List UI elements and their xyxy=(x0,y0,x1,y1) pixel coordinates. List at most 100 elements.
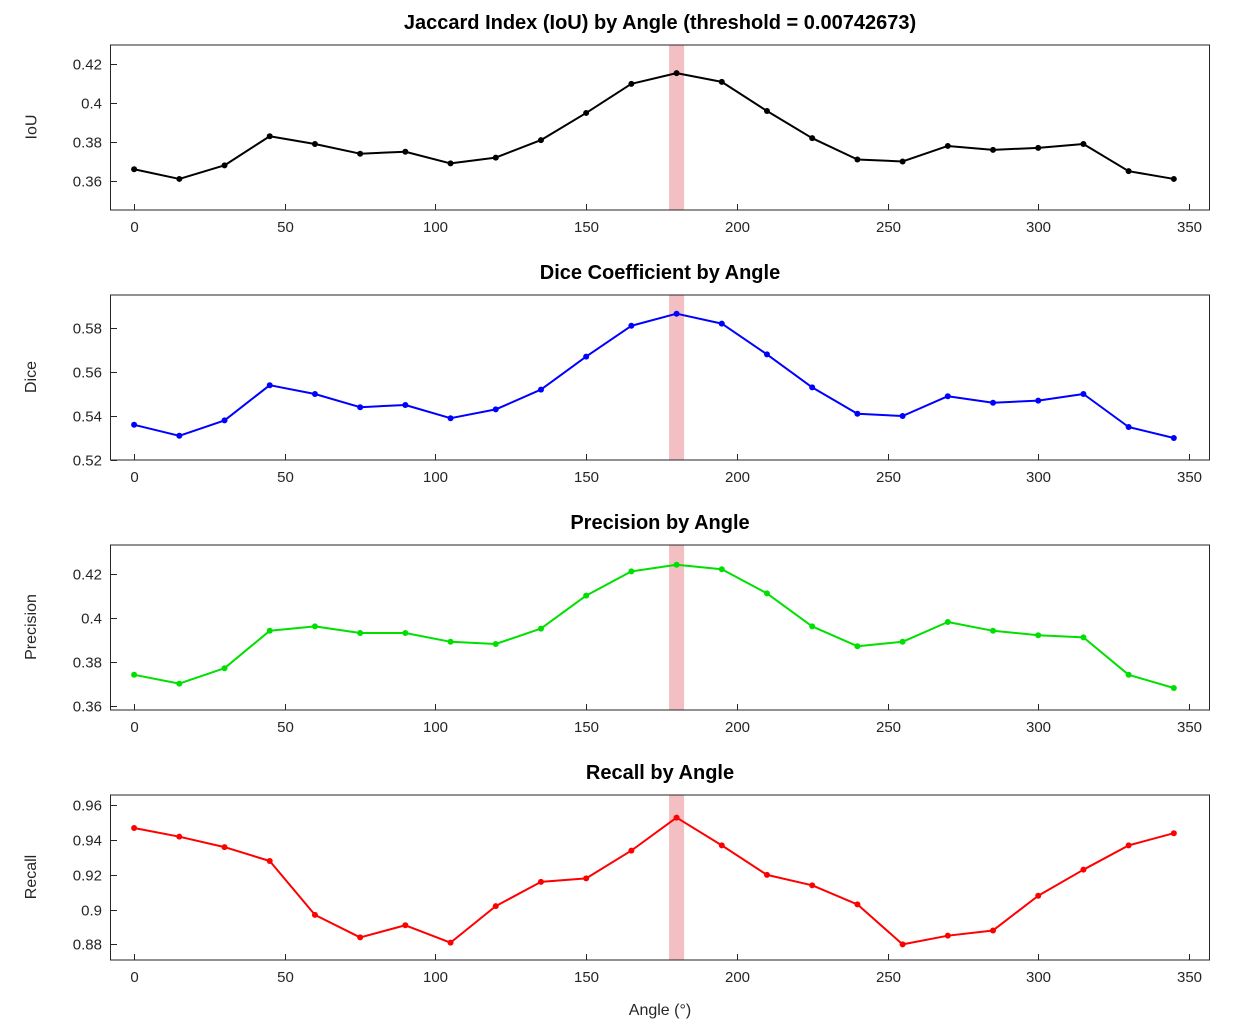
data-point xyxy=(763,590,770,597)
data-point xyxy=(357,630,364,636)
data-point xyxy=(402,922,409,929)
data-point xyxy=(763,871,770,878)
data-point xyxy=(357,404,364,411)
data-point xyxy=(447,939,454,946)
y-tick-label: 0.52 xyxy=(73,453,102,470)
data-point xyxy=(990,399,997,406)
data-point xyxy=(1125,842,1132,849)
data-point xyxy=(583,592,590,599)
data-point xyxy=(944,393,951,400)
data-point xyxy=(854,901,861,908)
y-tick-label: 0.42 xyxy=(73,57,102,74)
data-point xyxy=(176,432,183,439)
data-point xyxy=(854,410,861,417)
data-point xyxy=(583,875,590,882)
x-tick-label: 350 xyxy=(1177,719,1202,736)
y-tick-label: 0.56 xyxy=(73,365,102,382)
x-tick-label: 0 xyxy=(130,969,138,986)
data-point xyxy=(221,844,228,851)
data-point xyxy=(176,833,183,840)
x-tick-label: 50 xyxy=(277,469,294,486)
data-point xyxy=(537,137,544,144)
data-point xyxy=(718,320,725,327)
y-tick-label: 0.9 xyxy=(81,903,102,920)
y-tick-label: 0.42 xyxy=(73,567,102,584)
data-point xyxy=(266,382,273,389)
data-point xyxy=(763,108,770,114)
data-point xyxy=(899,941,906,948)
plot-area-dice: 0 50 100 150 200 250 300 350 0.52 0.54 0.56 0.58 xyxy=(73,294,1210,486)
data-point xyxy=(221,665,228,672)
y-tick-label: 0.92 xyxy=(73,868,102,885)
y-tick-label: 0.38 xyxy=(73,135,102,152)
x-tick-label: 150 xyxy=(574,719,599,736)
data-point xyxy=(1125,424,1132,430)
data-point xyxy=(1080,866,1087,873)
x-tick-label: 350 xyxy=(1177,469,1202,486)
data-point xyxy=(492,406,499,413)
x-tick-label: 0 xyxy=(130,719,138,736)
data-line xyxy=(133,312,1175,439)
data-point xyxy=(311,911,318,918)
data-point xyxy=(990,146,997,153)
x-tick-label: 0 xyxy=(130,219,138,236)
data-point xyxy=(266,858,273,864)
x-tick-label: 100 xyxy=(423,469,448,486)
data-line xyxy=(133,563,1175,689)
data-point xyxy=(537,878,544,885)
data-point xyxy=(131,671,138,678)
x-tick-label: 100 xyxy=(423,969,448,986)
data-point xyxy=(1170,685,1177,691)
axes-box xyxy=(110,44,1210,211)
y-tick-label: 0.94 xyxy=(73,833,102,850)
x-tick-label: 250 xyxy=(876,469,901,486)
data-point xyxy=(1170,435,1177,441)
y-tick-label: 0.36 xyxy=(73,699,102,716)
x-tick-label: 100 xyxy=(423,719,448,736)
data-point xyxy=(899,638,906,645)
data-point xyxy=(131,166,138,173)
x-tick-label: 300 xyxy=(1026,219,1051,236)
axes-box xyxy=(110,794,1210,961)
data-point xyxy=(447,415,454,422)
data-point xyxy=(1170,830,1177,837)
x-tick-label: 50 xyxy=(277,969,294,986)
data-point xyxy=(492,641,499,647)
data-point xyxy=(266,133,273,140)
data-point xyxy=(221,162,228,169)
x-tick-label: 350 xyxy=(1177,969,1202,986)
data-point xyxy=(763,351,770,358)
y-tick-label: 0.4 xyxy=(81,96,102,113)
data-point xyxy=(492,154,499,161)
subplot-recall: Recall by Angle Recall 0 50 100 150 200 250 30… xyxy=(0,750,1233,1035)
data-point xyxy=(854,156,861,163)
data-point xyxy=(673,814,680,821)
data-point xyxy=(402,630,409,636)
plot-title-dice: Dice Coefficient by Angle xyxy=(539,262,781,284)
data-point xyxy=(1035,144,1042,151)
y-tick-label: 0.54 xyxy=(73,409,102,426)
plot-title-iou: Jaccard Index (IoU) by Angle (threshold … xyxy=(403,12,917,34)
y-tick-label: 0.4 xyxy=(81,611,102,628)
data-point xyxy=(809,623,816,630)
y-tick-label: 0.58 xyxy=(73,321,102,338)
subplot-precision: Precision by Angle Precision 0 50 100 150 20… xyxy=(0,500,1233,750)
data-point xyxy=(944,619,951,625)
data-point xyxy=(357,934,364,941)
data-point xyxy=(447,160,454,167)
data-point xyxy=(1170,175,1177,182)
subplot-iou: Jaccard Index (IoU) by Angle (threshold … xyxy=(0,0,1233,250)
data-point xyxy=(583,109,590,116)
data-point xyxy=(718,78,725,85)
data-point xyxy=(131,421,138,428)
highlight-band xyxy=(669,295,685,460)
data-point xyxy=(990,627,997,634)
data-point xyxy=(673,70,680,77)
data-line xyxy=(133,816,1175,946)
axes-box xyxy=(110,294,1210,461)
data-point xyxy=(131,825,138,831)
plot-title-recall: Recall by Angle xyxy=(585,762,735,784)
plot-area-recall: 0 50 100 150 200 250 300 350 0.88 0.9 0.92 0.94 0.96 xyxy=(73,794,1210,986)
x-tick-label: 250 xyxy=(876,969,901,986)
x-tick-label: 150 xyxy=(574,969,599,986)
